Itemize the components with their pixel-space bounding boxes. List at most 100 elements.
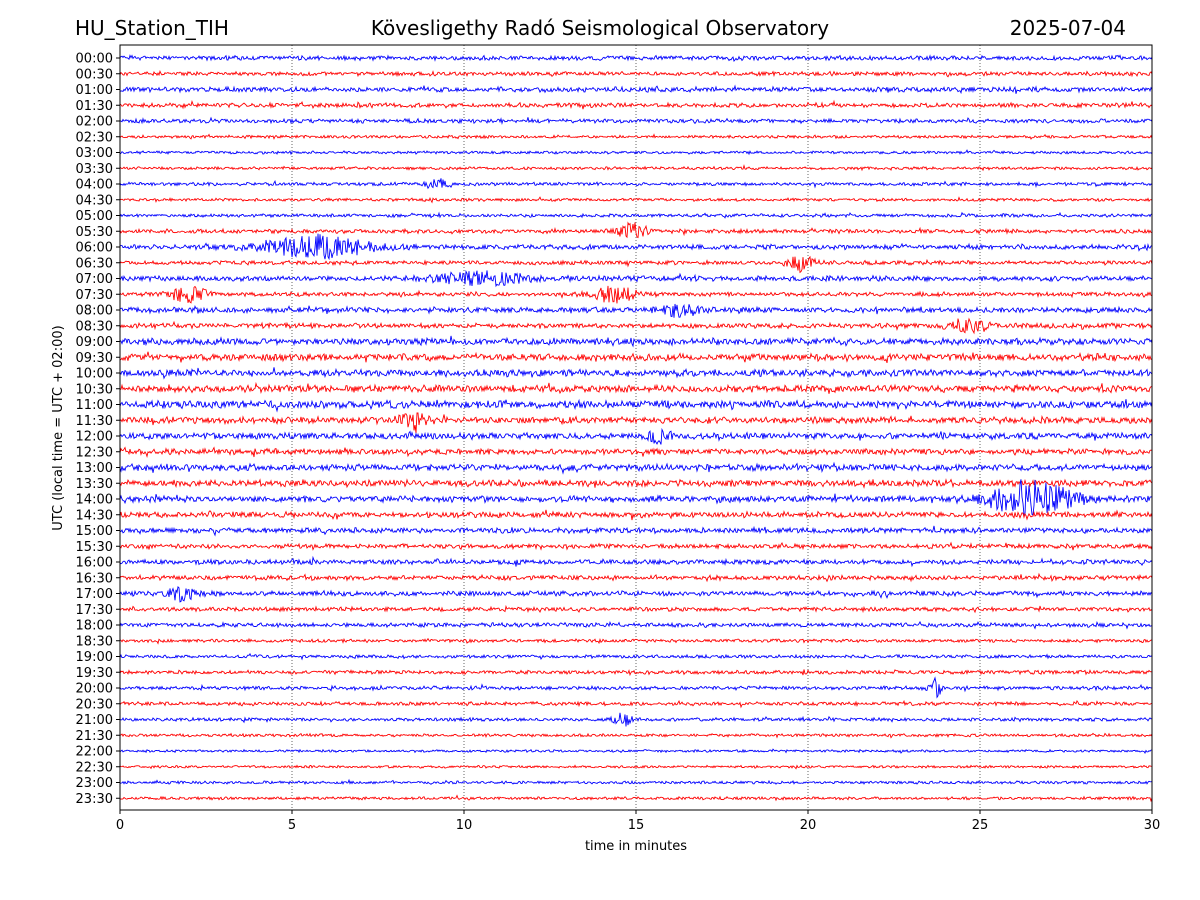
trace-0400 [119,178,1153,190]
y-tick-label: 00:30 [76,67,113,82]
trace-2000 [119,676,1153,699]
y-tick-label: 04:30 [76,193,113,208]
trace-1700 [119,586,1153,603]
y-tick-label: 14:00 [76,493,113,508]
trace-1000 [119,367,1153,380]
y-tick-label: 12:00 [76,430,113,445]
y-tick-label: 08:00 [76,304,113,319]
x-tick-label: 30 [1144,818,1161,833]
trace-2330 [119,794,1153,803]
y-tick-label: 18:30 [76,634,113,649]
trace-1800 [119,620,1153,630]
trace-0330 [119,164,1153,172]
trace-0530 [119,221,1152,239]
y-tick-label: 04:00 [76,178,113,193]
y-tick-label: 10:30 [76,382,113,397]
x-tick-label: 5 [288,818,296,833]
trace-0500 [119,211,1153,219]
y-tick-label: 09:00 [76,335,113,350]
y-tick-label: 00:00 [76,52,113,67]
y-tick-label: 05:00 [76,209,113,224]
trace-0300 [119,149,1153,156]
trace-1500 [119,525,1153,537]
x-tick-label: 10 [456,818,473,833]
y-tick-label: 14:30 [76,508,113,523]
date-label: 2025-07-04 [1010,16,1126,40]
y-tick-label: 17:00 [76,587,113,602]
y-tick-label: 13:00 [76,461,113,476]
trace-0600 [119,233,1153,261]
y-tick-label: 18:00 [76,619,113,634]
trace-0930 [119,351,1153,364]
x-tick-label: 20 [800,818,817,833]
trace-2100 [119,712,1153,727]
trace-1630 [119,572,1153,583]
trace-1300 [119,461,1153,475]
y-tick-label: 10:00 [76,367,113,382]
x-tick-label: 0 [116,818,124,833]
trace-2030 [119,699,1153,709]
y-tick-label: 05:30 [76,225,113,240]
y-tick-label: 12:30 [76,445,113,460]
trace-2300 [119,778,1153,785]
chart-title: Kövesligethy Radó Seismological Observat… [371,16,829,40]
trace-0030 [119,69,1153,78]
seismic-traces [119,54,1153,803]
y-tick-label: 07:00 [76,272,113,287]
trace-1030 [119,381,1152,395]
trace-1330 [119,478,1153,489]
y-tick-label: 13:30 [76,477,113,492]
y-tick-label: 23:30 [76,792,113,807]
trace-1900 [119,652,1153,661]
trace-0000 [119,54,1153,62]
y-tick-label: 15:30 [76,540,113,555]
trace-1400 [119,479,1153,516]
trace-0900 [119,335,1153,348]
y-axis-label: UTC (local time = UTC + 02:00) [51,325,66,530]
y-tick-label: 01:30 [76,99,113,114]
trace-2200 [119,748,1153,754]
y-tick-label: 02:00 [76,115,113,130]
trace-1430 [119,509,1153,521]
y-tick-label: 03:00 [76,146,113,161]
y-tick-label: 22:30 [76,760,113,775]
y-tick-label: 02:30 [76,130,113,145]
y-tick-label: 19:00 [76,650,113,665]
y-tick-label: 16:30 [76,571,113,586]
trace-0200 [119,116,1153,125]
trace-0100 [119,84,1153,95]
trace-1530 [119,541,1153,551]
trace-1200 [119,427,1153,445]
trace-0630 [119,255,1153,274]
y-axis-ticks: 00:0000:3001:0001:3002:0002:3003:0003:30… [76,52,120,807]
y-tick-label: 11:00 [76,398,113,413]
trace-1130 [119,412,1153,434]
y-tick-label: 21:30 [76,729,113,744]
y-tick-label: 03:30 [76,162,113,177]
trace-1230 [119,446,1153,459]
x-tick-label: 15 [628,818,645,833]
plot-area [119,44,1153,811]
y-tick-label: 08:30 [76,319,113,334]
y-tick-label: 16:00 [76,556,113,571]
trace-0730 [119,285,1153,304]
x-axis-label: time in minutes [585,839,687,854]
trace-0130 [119,99,1153,110]
y-tick-label: 15:00 [76,524,113,539]
y-tick-label: 22:00 [76,745,113,760]
trace-0830 [119,317,1153,335]
y-tick-label: 11:30 [76,414,113,429]
y-tick-label: 06:30 [76,256,113,271]
trace-1730 [119,604,1153,614]
trace-1600 [119,555,1153,568]
y-tick-label: 20:30 [76,697,113,712]
trace-1830 [119,637,1153,645]
y-tick-label: 06:00 [76,241,113,256]
trace-0800 [119,303,1153,318]
station-name: HU_Station_TIH [75,16,229,40]
y-tick-label: 23:00 [76,776,113,791]
trace-2230 [119,764,1153,770]
trace-0700 [119,269,1153,288]
y-tick-label: 01:00 [76,83,113,98]
